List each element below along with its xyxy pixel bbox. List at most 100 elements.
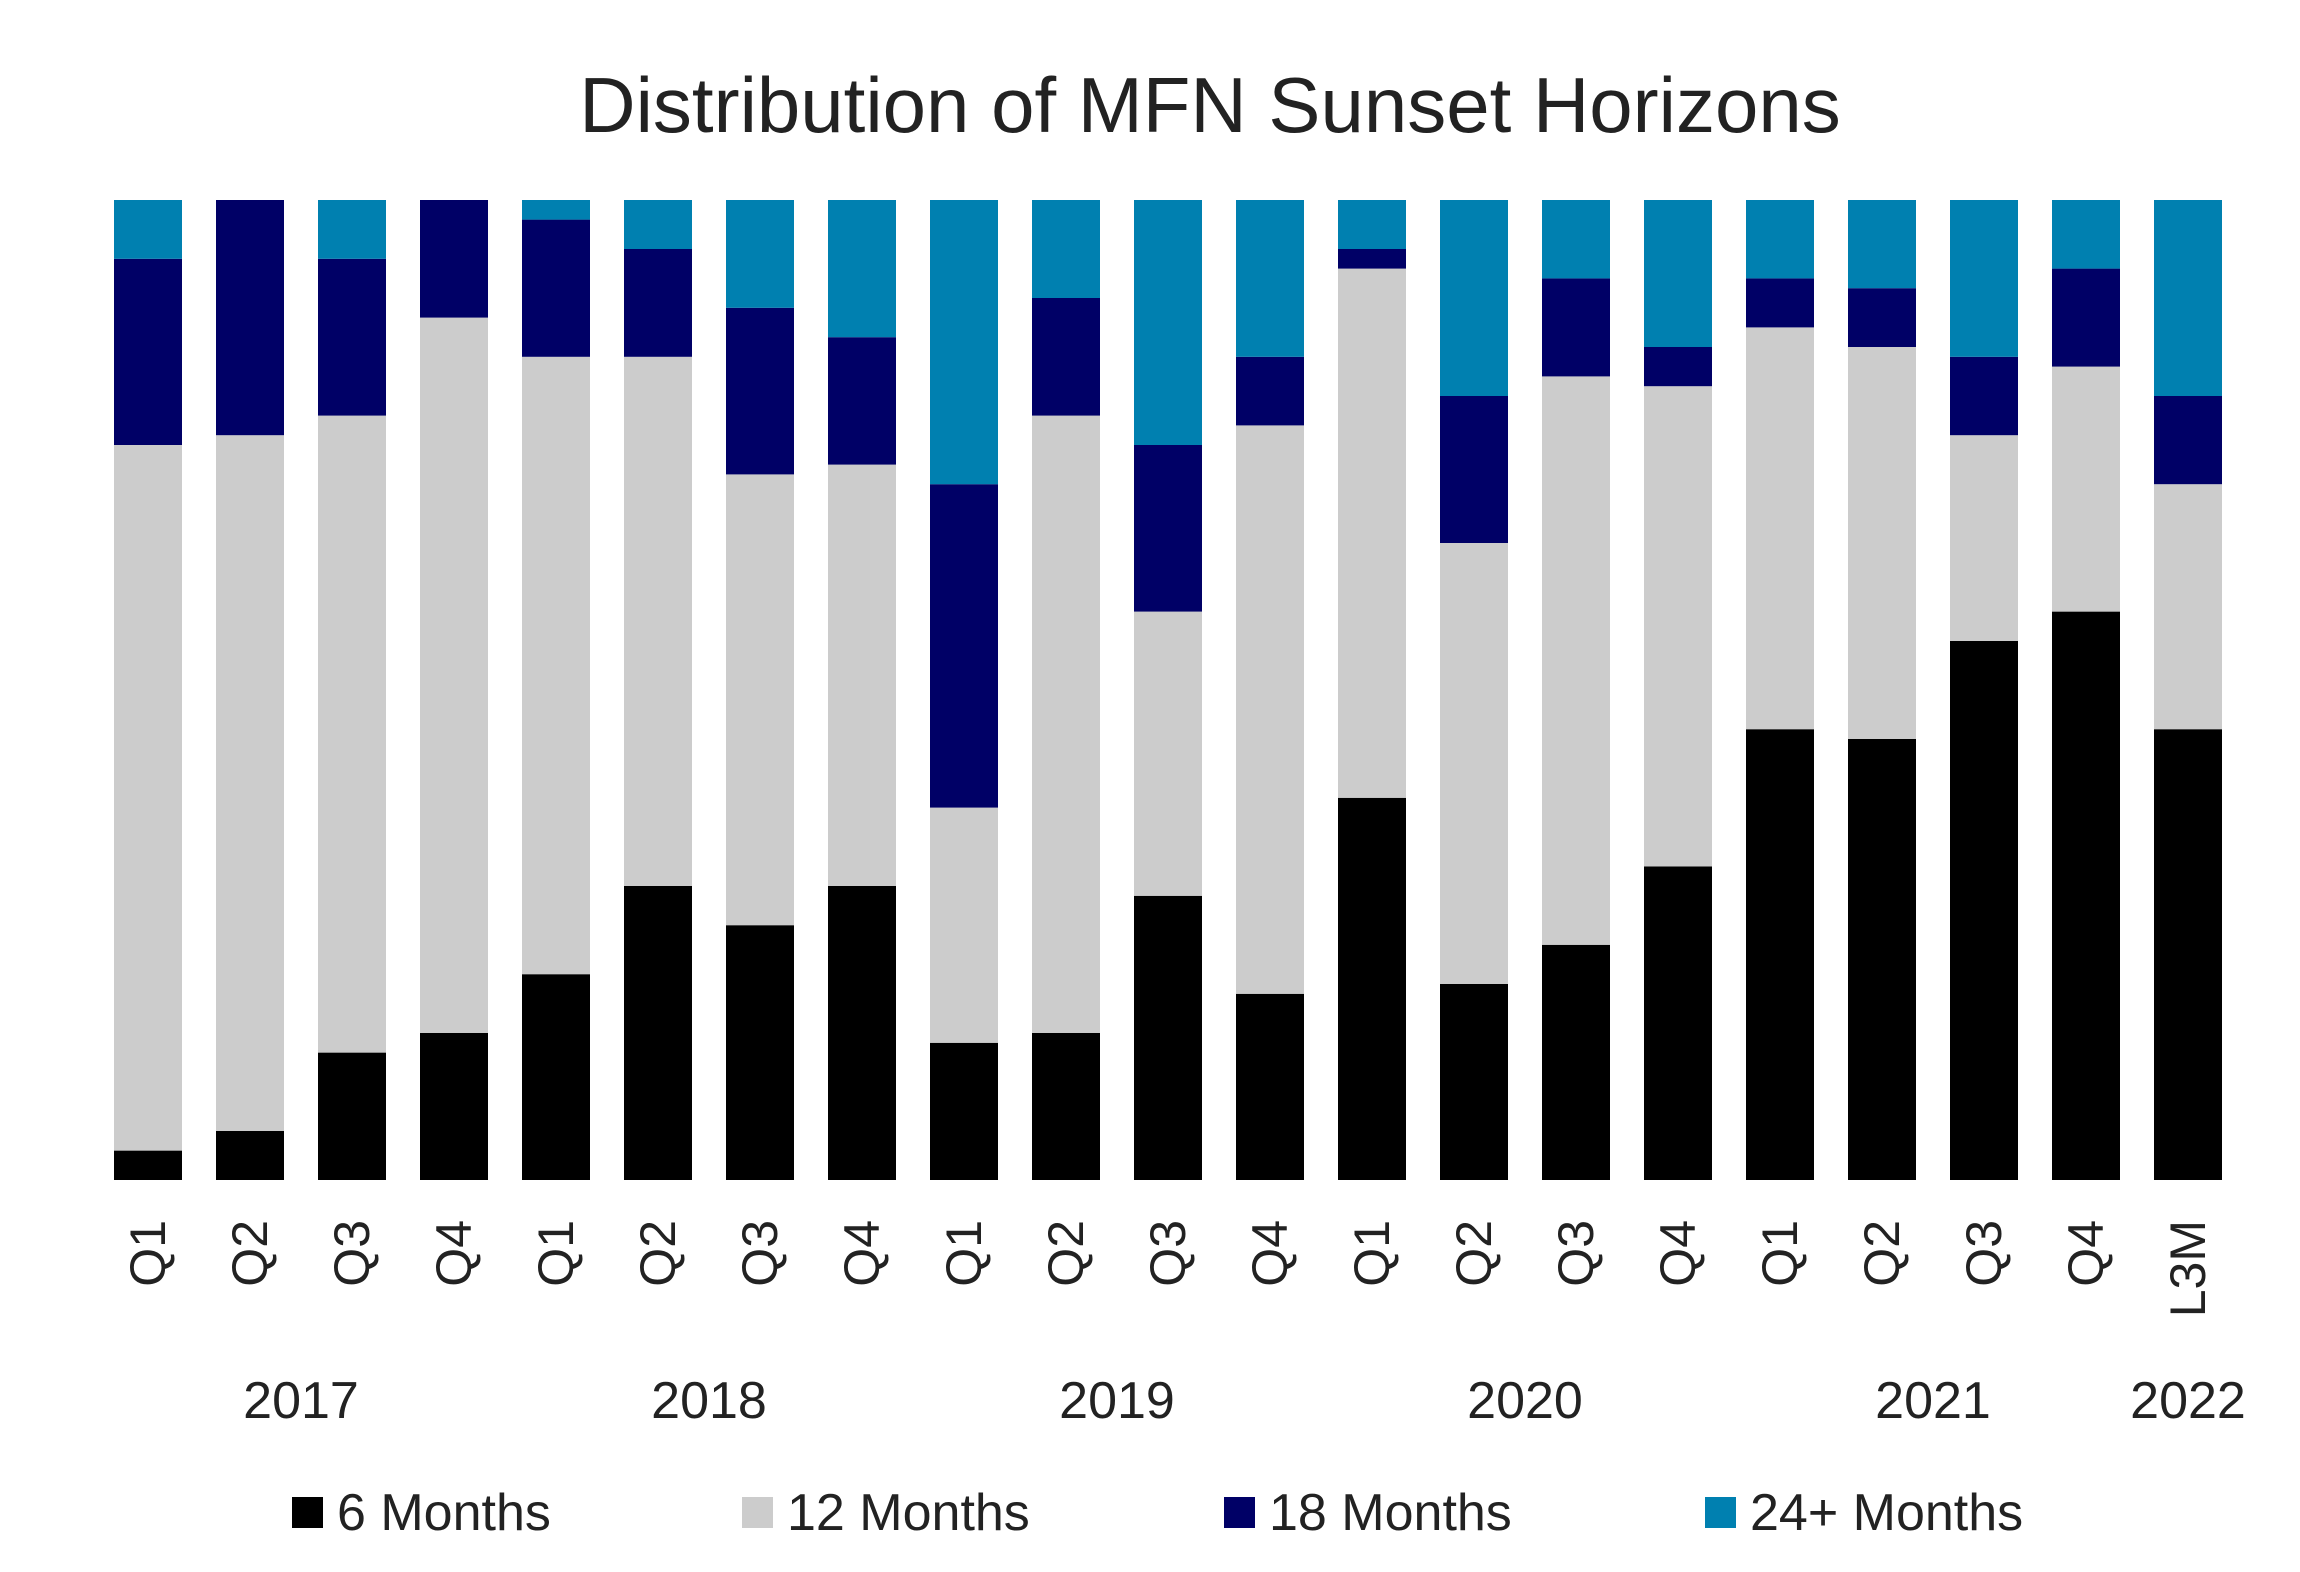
- bar-2-series-3: [216, 200, 284, 436]
- x-tick-label-5: Q1: [528, 1220, 584, 1287]
- bar-16-series-1: [1644, 866, 1712, 1180]
- bar-6-series-1: [624, 886, 692, 1180]
- legend-swatch-3: [1224, 1497, 1255, 1528]
- x-tick-label-18: Q2: [1854, 1220, 1910, 1287]
- bar-14-series-3: [1440, 396, 1508, 543]
- bar-5-series-1: [522, 974, 590, 1180]
- year-label-1: 2017: [243, 1372, 359, 1430]
- bar-9-series-2: [930, 807, 998, 1043]
- bar-8-series-2: [828, 464, 896, 886]
- bar-4-series-2: [420, 317, 488, 1034]
- x-tick-label-3: Q3: [324, 1220, 380, 1287]
- legend-label-1: 6 Months: [337, 1484, 551, 1542]
- bar-3-series-3: [318, 258, 386, 416]
- bar-15-series-4: [1542, 200, 1610, 279]
- bar-20-series-2: [2052, 366, 2120, 612]
- bar-2-series-1: [216, 1131, 284, 1180]
- x-tick-label-14: Q2: [1446, 1220, 1502, 1287]
- bar-10-series-2: [1032, 415, 1100, 1034]
- bar-3-series-4: [318, 200, 386, 259]
- bar-6-series-4: [624, 200, 692, 249]
- x-tick-label-6: Q2: [630, 1220, 686, 1287]
- bar-20-series-3: [2052, 268, 2120, 367]
- bar-19-series-4: [1950, 200, 2018, 357]
- bar-13-series-2: [1338, 268, 1406, 798]
- bar-17-series-4: [1746, 200, 1814, 279]
- bar-12-series-3: [1236, 356, 1304, 426]
- chart-title: Distribution of MFN Sunset Horizons: [579, 61, 1840, 149]
- bar-17-series-1: [1746, 729, 1814, 1180]
- x-tick-label-4: Q4: [426, 1220, 482, 1287]
- bar-4-series-1: [420, 1033, 488, 1180]
- bar-1-series-4: [114, 200, 182, 259]
- bar-18-series-4: [1848, 200, 1916, 289]
- bar-2-series-2: [216, 435, 284, 1131]
- bar-3-series-2: [318, 415, 386, 1053]
- bar-16-series-3: [1644, 347, 1712, 387]
- bar-11-series-2: [1134, 611, 1202, 896]
- legend-swatch-4: [1705, 1497, 1736, 1528]
- bar-13-series-1: [1338, 797, 1406, 1180]
- legend-label-3: 18 Months: [1269, 1484, 1512, 1542]
- x-tick-label-10: Q2: [1038, 1220, 1094, 1287]
- bar-14-series-1: [1440, 984, 1508, 1180]
- bar-8-series-3: [828, 337, 896, 465]
- x-tick-label-1: Q1: [120, 1220, 176, 1287]
- bar-6-series-3: [624, 249, 692, 357]
- x-tick-label-8: Q4: [834, 1220, 890, 1287]
- year-label-3: 2019: [1059, 1372, 1175, 1430]
- bar-12-series-2: [1236, 425, 1304, 994]
- bar-11-series-1: [1134, 895, 1202, 1180]
- year-label-4: 2020: [1467, 1372, 1583, 1430]
- year-label-5: 2021: [1875, 1372, 1991, 1430]
- x-tick-labels: Q1 Q2 Q3 Q4 Q1 Q2 Q3 Q4 Q1 Q2 Q3 Q4 Q1 Q2 Q3 Q4 Q1 Q2 Q3 Q4…: [120, 1220, 2216, 1317]
- bar-7-series-3: [726, 307, 794, 475]
- x-tick-label-16: Q4: [1650, 1220, 1706, 1287]
- bar-13-series-3: [1338, 249, 1406, 269]
- x-tick-label-9: Q1: [936, 1220, 992, 1287]
- legend: 6 Months 12 Months 18 Months 24+ Months: [292, 1484, 2023, 1542]
- bar-10-series-1: [1032, 1033, 1100, 1180]
- x-tick-label-7: Q3: [732, 1220, 788, 1287]
- bar-21-series-1: [2154, 729, 2222, 1180]
- bar-19-series-3: [1950, 356, 2018, 436]
- bar-8-series-1: [828, 886, 896, 1180]
- x-tick-label-13: Q1: [1344, 1220, 1400, 1287]
- bar-5-series-3: [522, 219, 590, 357]
- bar-16-series-2: [1644, 386, 1712, 867]
- x-tick-label-11: Q3: [1140, 1220, 1196, 1287]
- x-tick-label-19: Q3: [1956, 1220, 2012, 1287]
- legend-swatch-2: [742, 1497, 773, 1528]
- bar-13-series-4: [1338, 200, 1406, 249]
- bar-5-series-4: [522, 200, 590, 220]
- bar-21-series-4: [2154, 200, 2222, 396]
- bar-9-series-1: [930, 1042, 998, 1180]
- year-labels: 2017 2018 2019 2020 2021 2022: [243, 1372, 2246, 1430]
- bar-9-series-4: [930, 200, 998, 485]
- bar-10-series-3: [1032, 298, 1100, 416]
- x-tick-label-21: L3M: [2160, 1220, 2216, 1317]
- bar-21-series-3: [2154, 396, 2222, 485]
- bar-12-series-4: [1236, 200, 1304, 357]
- bar-8-series-4: [828, 200, 896, 338]
- x-tick-label-12: Q4: [1242, 1220, 1298, 1287]
- bar-5-series-2: [522, 356, 590, 975]
- bar-15-series-2: [1542, 376, 1610, 945]
- x-tick-label-17: Q1: [1752, 1220, 1808, 1287]
- bar-4-series-3: [420, 200, 488, 318]
- bar-7-series-1: [726, 925, 794, 1180]
- bar-14-series-4: [1440, 200, 1508, 396]
- bar-6-series-2: [624, 356, 692, 886]
- bar-20-series-1: [2052, 611, 2120, 1180]
- bar-11-series-3: [1134, 445, 1202, 612]
- bar-19-series-2: [1950, 435, 2018, 641]
- bar-21-series-2: [2154, 484, 2222, 730]
- bar-3-series-1: [318, 1052, 386, 1180]
- bars: [114, 200, 2222, 1180]
- bar-18-series-1: [1848, 739, 1916, 1180]
- legend-label-4: 24+ Months: [1750, 1484, 2023, 1542]
- bar-18-series-3: [1848, 288, 1916, 347]
- bar-15-series-1: [1542, 944, 1610, 1180]
- bar-11-series-4: [1134, 200, 1202, 445]
